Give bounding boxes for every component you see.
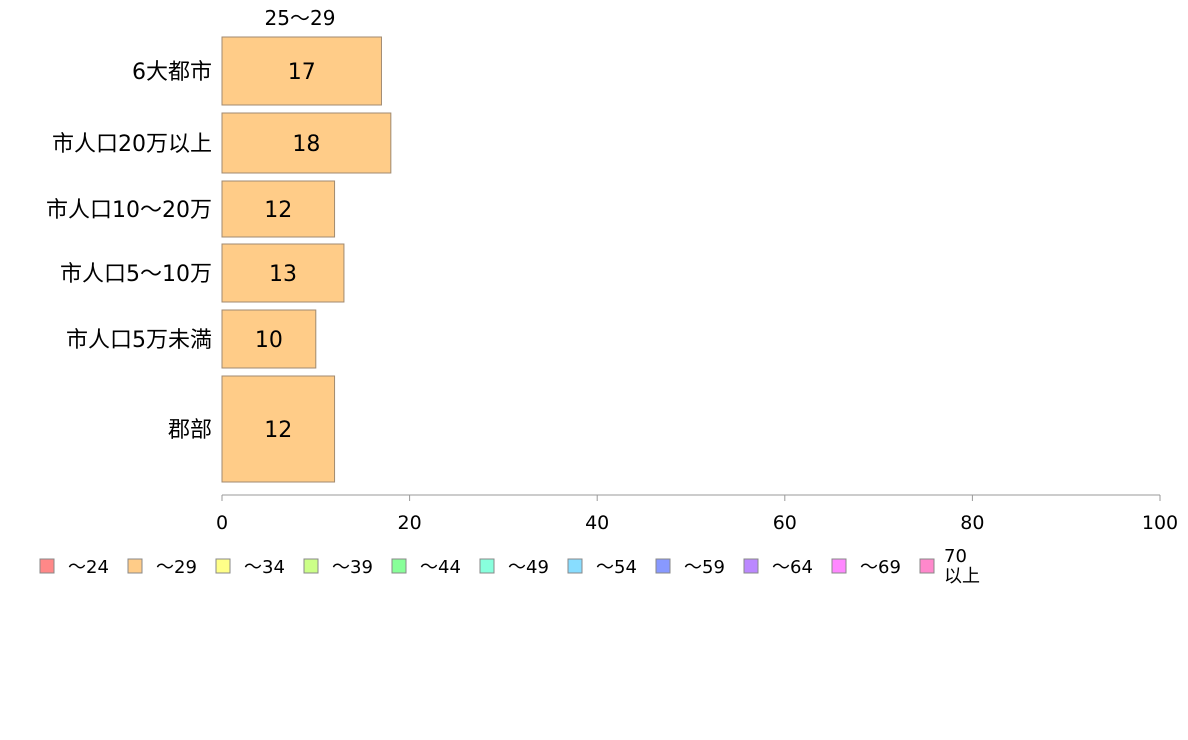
bar <box>221 243 345 303</box>
bar <box>221 36 382 106</box>
x-tick-label: 40 <box>585 512 609 534</box>
bar <box>221 112 392 174</box>
legend-label: 〜24 <box>68 557 109 578</box>
legend-label: 70 以上 <box>944 546 980 587</box>
legend-label: 〜54 <box>596 557 637 578</box>
x-tick-label: 20 <box>398 512 422 534</box>
category-label: 市人口10〜20万 <box>46 198 212 223</box>
bar <box>221 180 336 238</box>
series-label: 25〜29 <box>265 6 336 30</box>
legend-swatch <box>567 558 583 574</box>
legend-label: 〜69 <box>860 557 901 578</box>
data-label: 10 <box>255 328 283 353</box>
data-label: 13 <box>269 262 297 287</box>
bar <box>221 309 317 369</box>
legend-label: 〜59 <box>684 557 725 578</box>
data-label: 12 <box>264 418 292 443</box>
x-tick-label: 100 <box>1142 512 1178 534</box>
x-tick-label: 80 <box>960 512 984 534</box>
legend-label: 〜39 <box>332 557 373 578</box>
legend-label: 〜64 <box>772 557 813 578</box>
legend-swatch <box>919 558 935 574</box>
category-label: 市人口5〜10万 <box>60 262 212 287</box>
legend-swatch <box>831 558 847 574</box>
legend-swatch <box>39 558 55 574</box>
legend-swatch <box>303 558 319 574</box>
x-tick-label: 60 <box>773 512 797 534</box>
legend-label: 〜34 <box>244 557 285 578</box>
legend-label: 〜49 <box>508 557 549 578</box>
data-label: 18 <box>292 132 320 157</box>
data-label: 17 <box>288 60 316 85</box>
category-label: 市人口20万以上 <box>52 132 212 157</box>
category-label: 市人口5万未満 <box>66 328 212 353</box>
legend-label: 〜44 <box>420 557 461 578</box>
legend-swatch <box>215 558 231 574</box>
category-label: 6大都市 <box>132 60 212 85</box>
legend-swatch <box>743 558 759 574</box>
legend-swatch <box>127 558 143 574</box>
legend-swatch <box>391 558 407 574</box>
x-tick-label: 0 <box>216 512 228 534</box>
category-label: 郡部 <box>168 418 212 443</box>
data-label: 12 <box>264 198 292 223</box>
legend-label: 〜29 <box>156 557 197 578</box>
bar <box>221 375 336 483</box>
legend-swatch <box>655 558 671 574</box>
legend-swatch <box>479 558 495 574</box>
